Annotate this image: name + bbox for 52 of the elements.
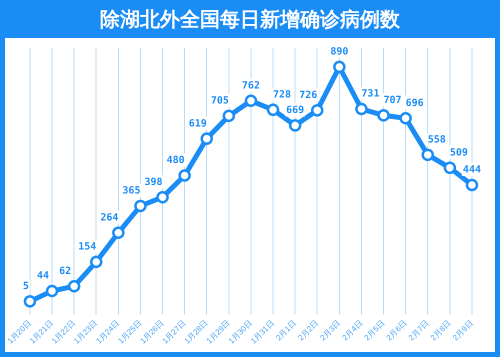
point xyxy=(377,109,390,122)
point xyxy=(288,119,302,132)
point xyxy=(244,94,258,108)
data-label: 62 xyxy=(59,266,72,277)
x-tick-label: 2月7日 xyxy=(406,318,431,342)
x-tick-label: 2月2日 xyxy=(296,318,320,342)
data-label: 731 xyxy=(361,88,380,100)
x-tick-label: 2月3日 xyxy=(318,318,342,342)
data-label: 154 xyxy=(78,241,96,252)
point xyxy=(466,178,478,192)
data-label: 444 xyxy=(462,164,481,176)
chart-title: 除湖北外全国每日新增确诊病例数 xyxy=(0,0,500,38)
data-label: 619 xyxy=(188,118,207,130)
data-label: 480 xyxy=(166,155,185,166)
data-label: 365 xyxy=(122,186,140,197)
point xyxy=(200,132,213,145)
data-label: 696 xyxy=(406,98,424,109)
point xyxy=(444,162,456,174)
point xyxy=(333,60,346,74)
point xyxy=(90,256,102,268)
point xyxy=(399,112,412,125)
point xyxy=(310,104,324,117)
x-tick-label: 2月4日 xyxy=(340,318,364,342)
data-label: 264 xyxy=(100,212,118,224)
data-label: 726 xyxy=(299,90,318,101)
point xyxy=(46,284,58,298)
data-label: 707 xyxy=(384,94,402,106)
data-label: 762 xyxy=(242,80,260,92)
data-label: 728 xyxy=(273,89,292,100)
point xyxy=(178,169,191,182)
point xyxy=(134,200,147,212)
data-label: 669 xyxy=(286,105,304,116)
data-label: 890 xyxy=(330,46,348,58)
x-tick-label: 2月1日 xyxy=(274,318,298,342)
x-tick-label: 2月8日 xyxy=(428,318,453,342)
data-label: 705 xyxy=(210,95,229,106)
data-label: 5 xyxy=(22,280,29,292)
point xyxy=(68,280,80,292)
point xyxy=(266,104,280,116)
x-tick-label: 2月9日 xyxy=(450,318,475,342)
point xyxy=(355,102,368,116)
x-tick-label: 2月6日 xyxy=(384,318,409,342)
point xyxy=(156,190,169,204)
point xyxy=(422,148,434,162)
point xyxy=(24,295,36,308)
point xyxy=(222,110,236,122)
data-label: 44 xyxy=(37,270,50,282)
point xyxy=(112,226,125,239)
data-label: 558 xyxy=(428,134,446,146)
data-label: 509 xyxy=(450,147,468,158)
data-label: 398 xyxy=(144,176,163,188)
x-tick-label: 2月5日 xyxy=(362,318,387,342)
